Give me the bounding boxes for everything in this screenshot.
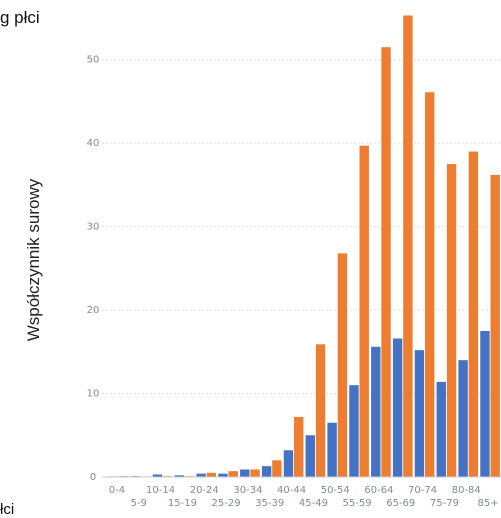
bar-series-2	[446, 164, 457, 478]
y-axis-label: Współczynnik surowy	[24, 178, 43, 341]
x-tick-label: 10-14	[146, 485, 175, 496]
bar-series-1	[371, 346, 381, 477]
x-axis-ticks: 0-4 5-9 10-14 15-19 20-24 25-29 30-34 35-39 40-4…	[109, 485, 499, 509]
y-tick-label: 0	[90, 472, 96, 483]
bar-series-1	[349, 385, 359, 477]
bar-series-1	[261, 466, 272, 477]
bar-series-1	[218, 473, 228, 477]
bar-series-2	[403, 15, 413, 477]
y-tick-label: 10	[87, 389, 100, 400]
x-tick-label: 5-9	[131, 498, 147, 509]
y-tick-label: 20	[87, 305, 100, 316]
gridlines	[102, 59, 501, 395]
bar-series-1	[152, 474, 163, 477]
x-tick-label: 30-34	[233, 485, 262, 496]
bar-series-2	[359, 145, 369, 477]
x-tick-label: 75-79	[430, 498, 459, 509]
x-tick-label: 15-19	[168, 498, 197, 509]
y-tick-label: 30	[87, 222, 100, 233]
bar-series-1	[327, 422, 337, 477]
x-tick-label: 65-69	[386, 498, 415, 509]
bar-series-2	[250, 469, 260, 477]
x-tick-label: 0-4	[109, 485, 125, 496]
chart-title: g płci	[0, 8, 40, 27]
x-tick-label: 70-74	[408, 485, 437, 496]
bar-series-1	[436, 381, 446, 477]
bar-series-1	[458, 360, 468, 477]
bar-series-2	[272, 460, 282, 477]
x-tick-label: 45-49	[299, 498, 328, 509]
x-tick-label: 80-84	[452, 485, 481, 496]
x-tick-label: 20-24	[190, 485, 219, 496]
bar-series-1	[305, 435, 315, 477]
bar-series-2	[381, 47, 391, 478]
bar-series-1	[480, 330, 490, 477]
bar-series-2	[228, 471, 238, 477]
bar-series-1	[240, 469, 250, 477]
x-tick-label: 40-44	[277, 485, 306, 496]
bar-series-2	[337, 253, 348, 477]
bar-series-1	[414, 350, 425, 477]
x-tick-label: 50-54	[321, 485, 350, 496]
y-axis-ticks: 0 10 20 30 40 50	[87, 55, 100, 483]
x-tick-label: 60-64	[364, 485, 393, 496]
footer-caption: łci	[0, 501, 14, 518]
bar-series-1	[196, 473, 206, 477]
x-tick-label: 55-59	[343, 498, 372, 509]
bar-series-1	[283, 450, 294, 477]
bar-series-2	[315, 344, 326, 477]
bar-series-2	[468, 151, 479, 477]
y-tick-label: 50	[87, 55, 100, 66]
bar-series-2	[425, 92, 435, 478]
bar-series-2	[294, 416, 304, 477]
x-tick-label: 25-29	[212, 498, 241, 509]
bar-series-2	[206, 472, 217, 477]
bar-series-1	[392, 338, 403, 477]
x-tick-label: 35-39	[255, 498, 284, 509]
x-tick-label: 85+	[478, 498, 499, 509]
bar-series-2	[490, 174, 500, 477]
bar-series-1	[174, 475, 184, 477]
bars	[109, 15, 500, 478]
y-tick-label: 40	[87, 138, 100, 149]
